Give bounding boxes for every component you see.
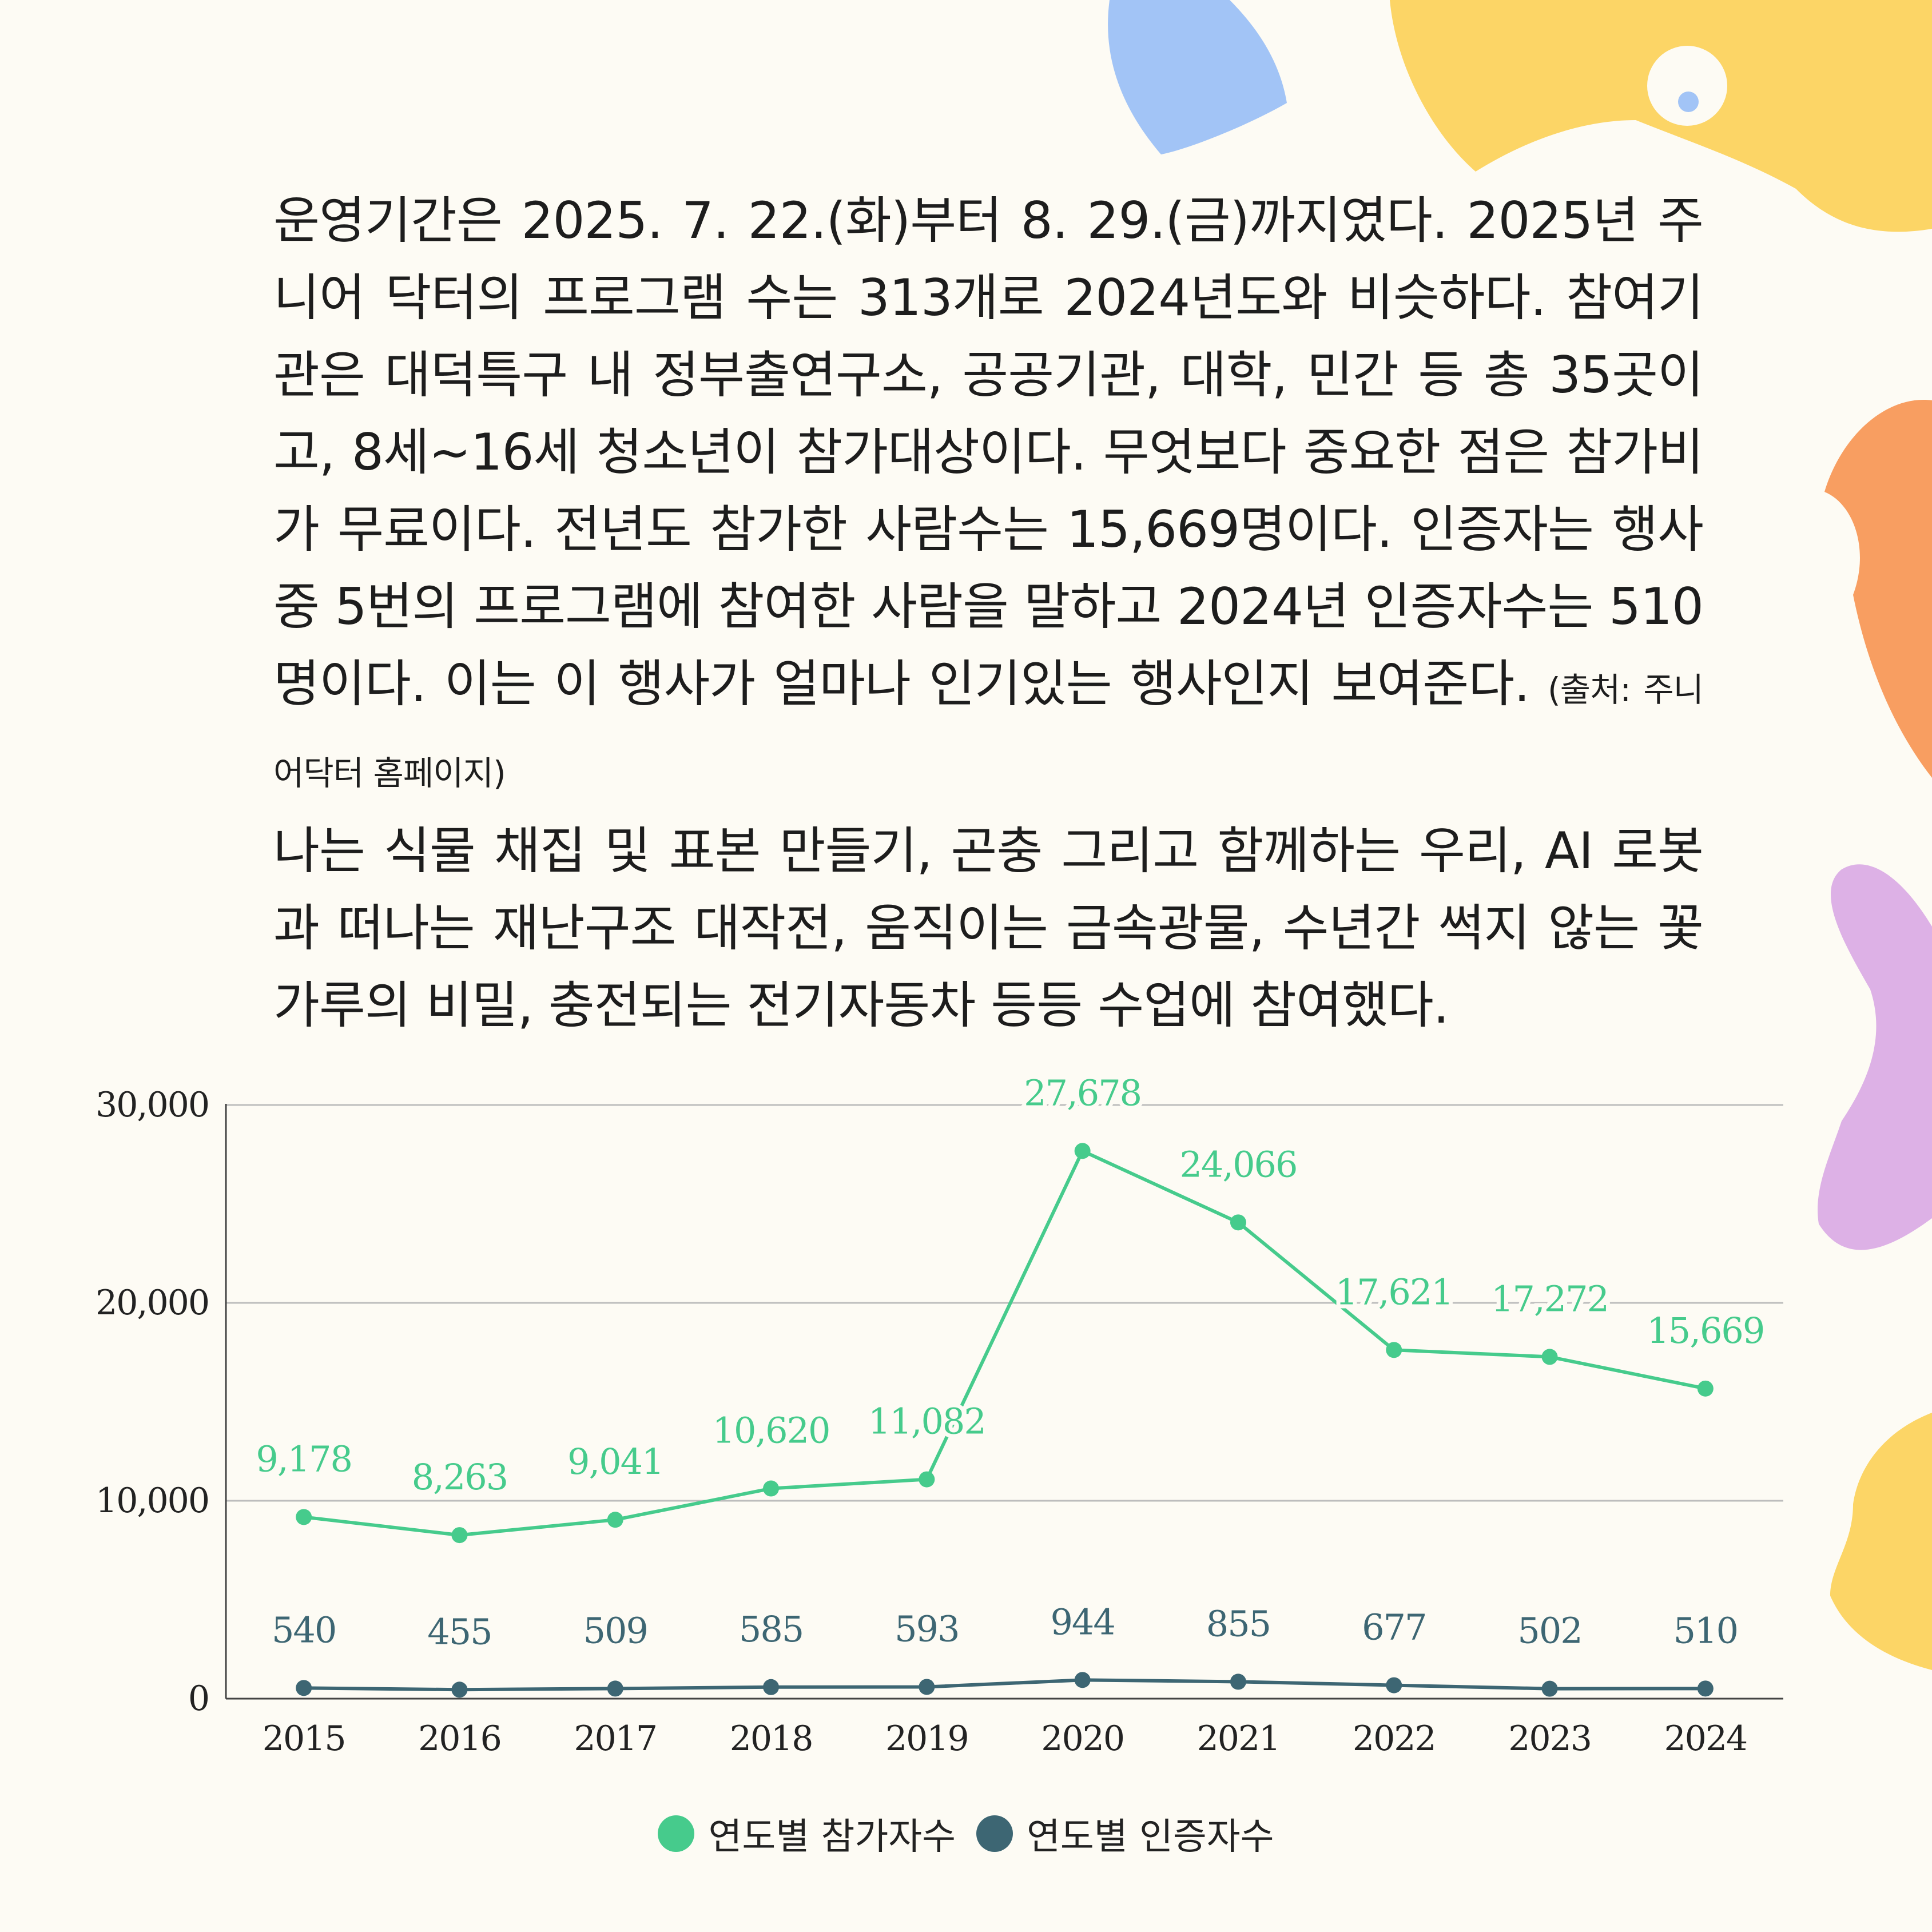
orange-blob-shape: [1824, 400, 1932, 778]
x-tick-label: 2022: [1353, 1719, 1436, 1759]
data-point-certified: [1230, 1673, 1246, 1690]
data-label-participants: 10,620: [713, 1410, 830, 1452]
legend-label-participants: 연도별 참가자수: [708, 1816, 956, 1858]
data-point-certified: [1074, 1672, 1091, 1688]
data-label-participants: 9,041: [567, 1441, 663, 1482]
y-tick-label: 0: [188, 1679, 209, 1719]
purple-blob-shape: [1818, 864, 1932, 1250]
data-label-participants: 8,263: [412, 1456, 508, 1498]
data-point-certified: [607, 1680, 623, 1697]
data-point-certified: [451, 1681, 468, 1698]
data-label-participants: 11,082: [868, 1401, 985, 1442]
x-tick-label: 2017: [574, 1719, 657, 1759]
x-tick-label: 2016: [418, 1719, 501, 1759]
data-label-certified: 855: [1206, 1603, 1270, 1644]
data-point-participants: [1697, 1380, 1714, 1397]
x-tick-label: 2020: [1041, 1719, 1124, 1759]
data-point-certified: [296, 1680, 312, 1696]
data-label-certified: 593: [895, 1608, 959, 1649]
legend-marker-participants: [658, 1815, 695, 1852]
activity-paragraph: 나는 식물 채집 및 표본 만들기, 곤충 그리고 함께하는 우리, AI 로봇…: [273, 821, 1704, 1035]
x-tick-label: 2018: [730, 1719, 813, 1759]
data-label-certified: 677: [1362, 1607, 1426, 1648]
legend-label-certified: 연도별 인증자수: [1027, 1816, 1274, 1858]
data-point-certified: [1697, 1680, 1714, 1697]
data-point-participants: [1074, 1143, 1091, 1159]
data-point-participants: [296, 1509, 312, 1525]
data-point-participants: [451, 1527, 468, 1544]
data-label-certified: 502: [1517, 1610, 1581, 1652]
x-tick-label: 2023: [1508, 1719, 1591, 1759]
description-text: 운영기간은 2025. 7. 22.(화)부터 8. 29.(금)까지였다. 2…: [273, 182, 1704, 1044]
data-point-certified: [919, 1679, 935, 1695]
data-point-participants: [1541, 1349, 1558, 1365]
data-label-certified: 455: [427, 1611, 491, 1652]
legend-item-certified: 연도별 인증자수: [976, 1807, 1274, 1860]
small-dot-shape: [1678, 92, 1699, 112]
y-tick-label: 30,000: [96, 1085, 209, 1125]
legend-marker-certified: [976, 1815, 1013, 1852]
data-point-participants: [763, 1480, 780, 1497]
series-line-participants: [303, 1149, 1706, 1537]
data-label-participants: 27,678: [1024, 1072, 1141, 1114]
data-label-certified: 585: [739, 1608, 803, 1650]
legend-item-participants: 연도별 참가자수: [658, 1807, 956, 1860]
x-tick-label: 2021: [1197, 1719, 1280, 1759]
ring-shape: [1647, 46, 1727, 126]
y-tick-label: 20,000: [96, 1283, 209, 1323]
data-label-participants: 15,669: [1647, 1310, 1764, 1351]
x-tick-label: 2015: [263, 1719, 345, 1759]
blue-blob-shape: [1108, 0, 1287, 154]
data-point-participants: [607, 1512, 623, 1528]
data-label-certified: 510: [1673, 1609, 1738, 1651]
data-label-certified: 509: [583, 1609, 647, 1651]
data-label-participants: 17,621: [1335, 1271, 1453, 1313]
x-tick-label: 2019: [885, 1719, 968, 1759]
intro-paragraph-text: 운영기간은 2025. 7. 22.(화)부터 8. 29.(금)까지였다. 2…: [273, 191, 1704, 713]
intro-paragraph: 운영기간은 2025. 7. 22.(화)부터 8. 29.(금)까지였다. 2…: [273, 182, 1704, 812]
source-note: (출처: 주니어닥터 홈페이지): [273, 670, 1704, 793]
data-point-participants: [1386, 1342, 1402, 1358]
line-chart: 0 10,000 20,000 30,000 2015 2016 2017 2018 2019 2…: [96, 1068, 1783, 1759]
data-point-certified: [1541, 1680, 1558, 1697]
yellow-corner-blob-shape: [1830, 1413, 1932, 1670]
chart-legend: 연도별 참가자수 연도별 인증자수: [0, 1807, 1932, 1860]
data-point-participants: [1230, 1214, 1246, 1231]
series-line-certified: [304, 1678, 1706, 1692]
y-tick-label: 10,000: [96, 1481, 209, 1521]
data-label-certified: 540: [272, 1609, 336, 1651]
data-label-participants: 17,272: [1491, 1278, 1608, 1319]
x-tick-label: 2024: [1664, 1719, 1747, 1759]
data-point-certified: [1386, 1677, 1402, 1694]
data-point-certified: [763, 1679, 780, 1695]
data-label-certified: 944: [1050, 1601, 1114, 1643]
data-point-participants: [919, 1471, 935, 1488]
data-label-participants: 9,178: [256, 1438, 352, 1480]
data-label-participants: 24,066: [1179, 1143, 1297, 1185]
